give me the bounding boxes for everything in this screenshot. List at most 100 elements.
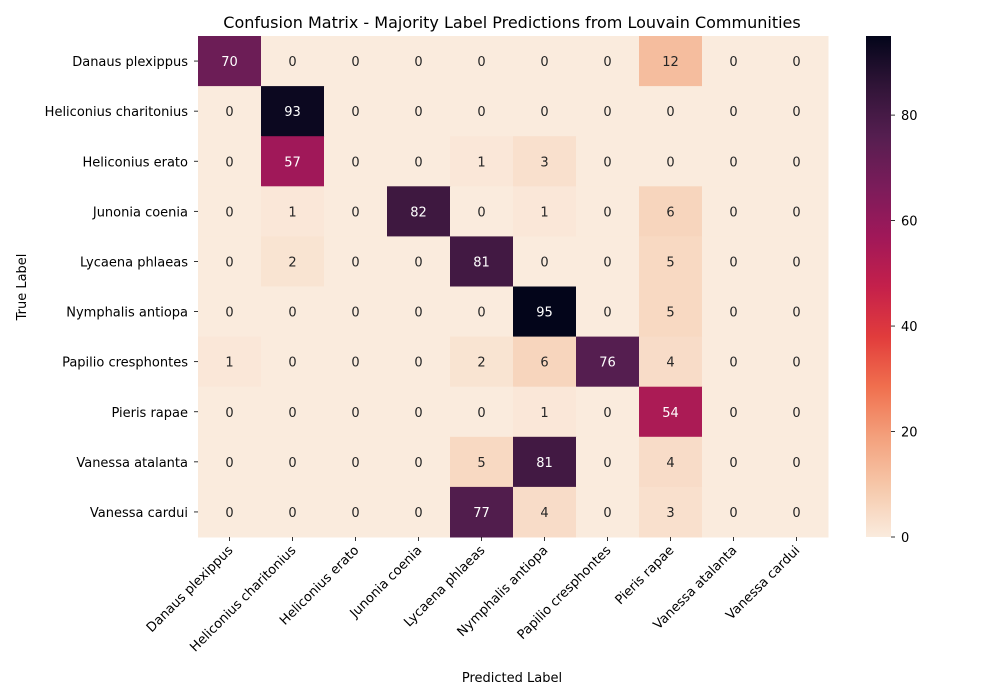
heatmap-cell [387,486,451,538]
heatmap-cell [324,236,388,287]
cell-value-label: 76 [599,356,616,371]
cell-value-label: 1 [540,406,548,421]
cell-value-label: 0 [351,155,359,170]
heatmap-cell [576,36,640,87]
heatmap-cell [513,386,577,438]
heatmap-cell [261,186,325,237]
heatmap-cell [765,436,829,488]
cell-value-label: 81 [473,255,490,270]
cell-value-label: 0 [792,155,800,170]
cell-value-label: 77 [473,506,490,521]
heatmap-cell [198,36,262,87]
y-tick-label: Vanessa cardui [90,506,188,521]
heatmap-cell [765,336,829,388]
colorbar [866,36,891,537]
colorbar-tick-label: 60 [901,215,918,230]
cell-value-label: 0 [414,306,422,321]
heatmap-cell [702,336,766,388]
heatmap-cell [450,236,514,287]
cell-value-label: 54 [662,406,679,421]
heatmap-cell [450,336,514,388]
heatmap-cell [639,36,703,87]
heatmap-cell [198,286,262,338]
colorbar-tick-label: 80 [901,109,918,124]
cell-value-label: 5 [666,306,674,321]
heatmap-cell [639,86,703,137]
cell-value-label: 0 [225,506,233,521]
heatmap-cell [765,136,829,187]
heatmap-cell [261,286,325,338]
cell-value-label: 0 [225,155,233,170]
heatmap-cell [324,386,388,438]
cell-value-label: 0 [288,506,296,521]
heatmap-cell [513,236,577,287]
cell-value-label: 93 [284,105,301,120]
cell-value-label: 0 [288,406,296,421]
colorbar-ticks: 0 20 40 60 80 [891,109,918,546]
heatmap-cell [324,36,388,87]
heatmap-cell [324,86,388,137]
heatmap-cell [261,136,325,187]
cell-value-label: 0 [477,205,485,220]
cell-value-label: 0 [351,55,359,70]
cell-value-label: 0 [603,55,611,70]
y-tick-label: Heliconius charitonius [45,105,189,120]
cell-value-label: 0 [477,55,485,70]
heatmap-cell [576,386,640,438]
heatmap-cell [324,186,388,237]
heatmap-cell [702,486,766,538]
cell-value-label: 0 [792,55,800,70]
cell-value-label: 0 [351,105,359,120]
cell-value-label: 0 [792,105,800,120]
cell-value-label: 0 [414,255,422,270]
cell-value-label: 4 [666,356,674,371]
cell-value-label: 0 [792,356,800,371]
cell-value-label: 0 [351,205,359,220]
heatmap-cell [702,186,766,237]
heatmap-cell [513,336,577,388]
cell-value-label: 0 [477,306,485,321]
cell-value-label: 0 [792,205,800,220]
heatmap-cell [261,236,325,287]
cell-value-label: 0 [351,406,359,421]
heatmap-cell [450,136,514,187]
heatmap-cell [324,286,388,338]
cell-value-label: 0 [288,306,296,321]
heatmap-cell [576,136,640,187]
cell-value-label: 0 [351,356,359,371]
heatmap-cell [387,186,451,237]
cell-value-label: 0 [414,506,422,521]
colorbar-tick-label: 20 [901,426,918,441]
heatmap-cell [387,36,451,87]
heatmap-cell [450,36,514,87]
heatmap-cell [450,486,514,538]
heatmap-cell [576,286,640,338]
y-tick-label: Pieris rapae [111,406,188,421]
cell-value-label: 3 [666,506,674,521]
heatmap-cell [576,186,640,237]
cell-value-label: 95 [536,306,553,321]
cell-value-label: 0 [414,356,422,371]
cell-value-label: 0 [225,456,233,471]
heatmap-cell [324,336,388,388]
heatmap-cell [198,136,262,187]
cell-value-label: 4 [666,456,674,471]
heatmap-cell [450,186,514,237]
cell-value-label: 3 [540,155,548,170]
cell-value-label: 70 [221,55,238,70]
heatmap-cell [513,486,577,538]
cell-value-label: 0 [729,456,737,471]
heatmap-cell [261,86,325,137]
heatmap-cell [639,336,703,388]
x-axis-label: Predicted Label [462,671,562,686]
heatmap-cell [198,486,262,538]
heatmap-cell [702,86,766,137]
heatmap-cell [576,86,640,137]
cell-value-label: 0 [603,406,611,421]
cell-value-label: 0 [729,306,737,321]
cell-value-label: 0 [603,255,611,270]
heatmap-cell [387,436,451,488]
cell-value-label: 1 [477,155,485,170]
cell-value-label: 0 [729,506,737,521]
